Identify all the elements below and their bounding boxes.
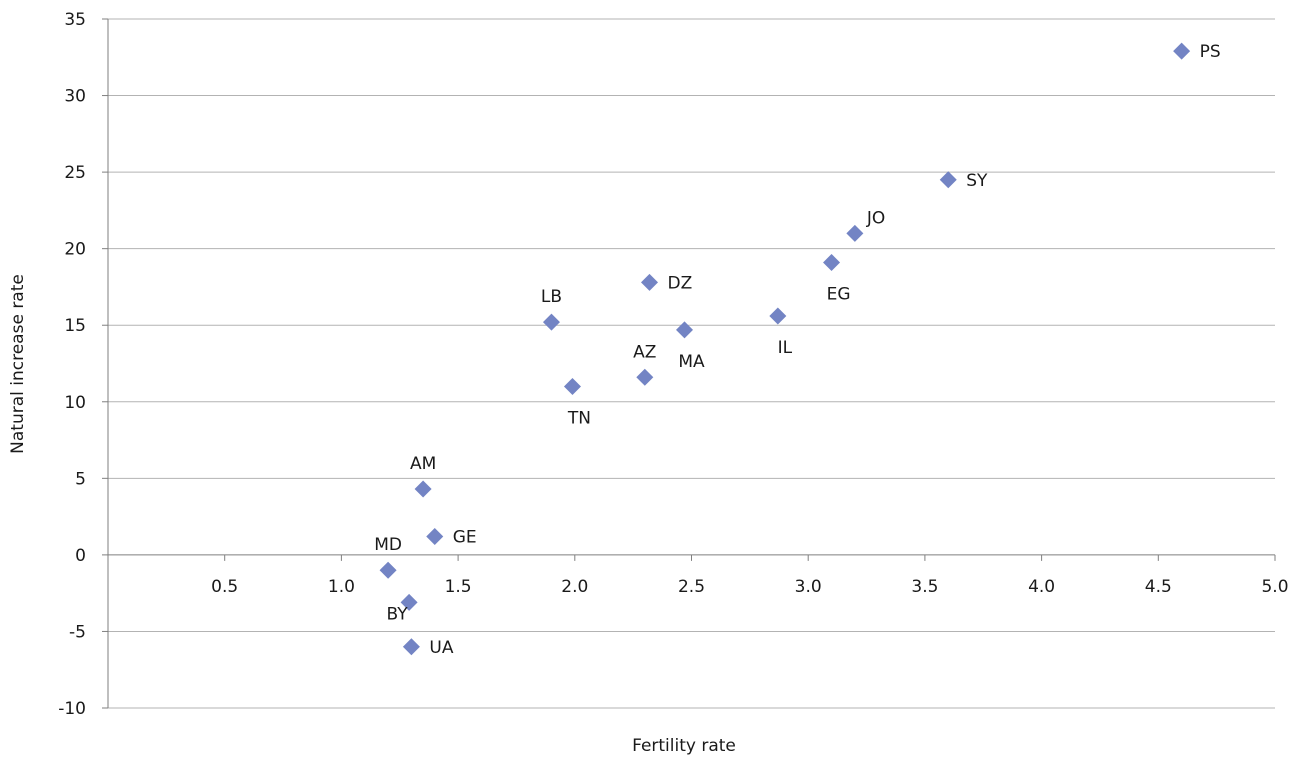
point-label-dz: DZ (667, 273, 692, 293)
data-point-dz (640, 273, 658, 291)
tick-labels: -10 -5 0 5 10 15 20 25 30 35 0.5 1.0 1.5 2.0 2.5 3.0 3.5… (58, 10, 1288, 719)
y-tick-label: 25 (64, 163, 86, 183)
y-tick-label: 30 (64, 87, 86, 107)
data-point-az (636, 368, 654, 386)
y-tick-label: -10 (58, 699, 86, 719)
data-point-ma (675, 321, 693, 339)
x-tick-label: 3.5 (911, 577, 938, 597)
y-axis-title: Natural increase rate (8, 274, 28, 454)
data-point-ps (1173, 42, 1191, 60)
data-point-tn (563, 377, 581, 395)
y-tick-label: 0 (75, 546, 86, 566)
axes (102, 18, 1276, 709)
data-point-ua (402, 638, 420, 656)
y-tick-label: 5 (75, 469, 86, 489)
x-tick-label: 4.0 (1028, 577, 1055, 597)
x-tick-label: 5.0 (1261, 577, 1288, 597)
data-points (379, 42, 1191, 656)
point-label-sy: SY (966, 171, 988, 191)
point-label-az: AZ (633, 342, 656, 362)
y-tick-label: 10 (64, 393, 86, 413)
y-tick-label: 15 (64, 316, 86, 336)
point-label-tn: TN (567, 408, 591, 428)
point-labels: PS SY JO EG IL DZ MA AZ LB TN AM GE MD BY UA (374, 42, 1220, 658)
point-label-il: IL (778, 338, 793, 358)
point-label-am: AM (410, 454, 436, 474)
x-tick-label: 3.0 (795, 577, 822, 597)
point-label-ge: GE (453, 528, 477, 548)
y-tick-label: -5 (69, 622, 86, 642)
x-tick-label: 2.5 (678, 577, 705, 597)
data-point-jo (846, 224, 864, 242)
point-label-md: MD (374, 535, 402, 555)
point-label-ma: MA (678, 352, 705, 372)
point-label-ps: PS (1200, 42, 1221, 62)
x-tick-label: 4.5 (1145, 577, 1172, 597)
data-point-lb (542, 313, 560, 331)
x-tick-label: 1.0 (328, 577, 355, 597)
x-axis-title: Fertility rate (632, 736, 736, 756)
data-point-il (769, 307, 787, 325)
x-tick-label: 1.5 (445, 577, 472, 597)
point-label-eg: EG (827, 284, 851, 304)
data-point-by (400, 593, 418, 611)
data-point-sy (939, 171, 957, 189)
point-label-ua: UA (429, 638, 453, 658)
data-point-eg (823, 253, 841, 271)
data-point-md (379, 561, 397, 579)
y-tick-label: 20 (64, 240, 86, 260)
point-label-jo: JO (866, 208, 885, 228)
x-tick-label: 2.0 (561, 577, 588, 597)
data-point-ge (426, 528, 444, 546)
point-label-by: BY (387, 604, 409, 624)
x-tick-label: 0.5 (211, 577, 238, 597)
y-tick-label: 35 (64, 10, 86, 30)
data-point-am (414, 480, 432, 498)
point-label-lb: LB (541, 287, 562, 307)
gridlines (108, 18, 1275, 709)
